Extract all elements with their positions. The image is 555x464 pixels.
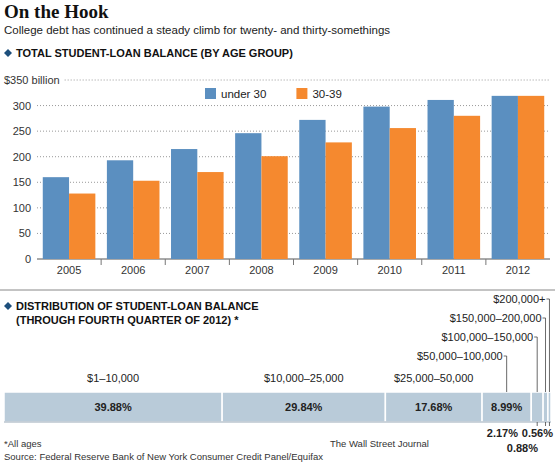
bar bbox=[326, 142, 352, 259]
category-label: 2006 bbox=[121, 264, 145, 276]
tick-label: 300 bbox=[13, 100, 31, 112]
segment bbox=[4, 392, 222, 422]
tick-label: 0 bbox=[25, 253, 31, 265]
page-subtitle: College debt has continued a steady clim… bbox=[4, 24, 390, 36]
bar bbox=[107, 160, 133, 259]
chart-root: On the Hook College debt has continued a … bbox=[0, 0, 555, 464]
title-bullet bbox=[4, 302, 12, 310]
segment-name: $100,000–150,000 bbox=[441, 331, 533, 343]
bar bbox=[171, 149, 197, 259]
bar bbox=[43, 177, 69, 259]
bar bbox=[454, 116, 480, 259]
bar bbox=[390, 128, 416, 259]
grid-line bbox=[37, 105, 550, 106]
leader-line bbox=[534, 337, 537, 392]
category-separator bbox=[165, 259, 166, 265]
bar bbox=[518, 96, 544, 259]
footnote: *All ages bbox=[4, 438, 42, 449]
source: Source: Federal Reserve Bank of New York… bbox=[4, 451, 323, 462]
category-label: 2011 bbox=[442, 264, 466, 276]
tick-label: $350 billion bbox=[4, 74, 60, 86]
leader-line bbox=[545, 422, 546, 426]
grid-line bbox=[65, 80, 550, 81]
axis-line bbox=[4, 422, 551, 423]
bar bbox=[261, 156, 287, 259]
category-separator bbox=[293, 259, 294, 265]
chart-subtitle: (THROUGH FOURTH QUARTER OF 2012) * bbox=[16, 314, 239, 326]
bars bbox=[43, 96, 544, 259]
tick-label: 150 bbox=[13, 176, 31, 188]
bar bbox=[69, 194, 95, 259]
category-separator bbox=[229, 259, 230, 265]
leader-line bbox=[537, 422, 538, 426]
leader-line bbox=[543, 318, 546, 392]
bar bbox=[363, 107, 389, 259]
category-separator bbox=[421, 259, 422, 265]
bar bbox=[492, 96, 518, 259]
bar bbox=[133, 181, 159, 259]
segments bbox=[4, 392, 551, 422]
segment-name: $1–10,000 bbox=[87, 372, 139, 384]
legend-swatch bbox=[296, 88, 307, 99]
category-separator bbox=[357, 259, 358, 265]
bar bbox=[235, 133, 261, 259]
chart-title: TOTAL STUDENT-LOAN BALANCE (BY AGE GROUP… bbox=[16, 47, 293, 59]
tick-label: 100 bbox=[13, 202, 31, 214]
segment bbox=[222, 392, 385, 422]
category-label: 2012 bbox=[506, 264, 530, 276]
category-separator bbox=[101, 259, 102, 265]
segment-name: $50,000–100,000 bbox=[417, 350, 503, 362]
bar bbox=[428, 100, 454, 259]
category-label: 2007 bbox=[185, 264, 209, 276]
segment bbox=[385, 392, 482, 422]
category-label: 2008 bbox=[249, 264, 273, 276]
title-bullet bbox=[4, 49, 12, 57]
data-label: 0.56% bbox=[522, 427, 553, 439]
data-label: 0.88% bbox=[507, 442, 538, 454]
category-label: 2005 bbox=[57, 264, 81, 276]
credit: The Wall Street Journal bbox=[330, 438, 429, 449]
tick-label: 250 bbox=[13, 125, 31, 137]
segment-name: $10,000–25,000 bbox=[264, 372, 344, 384]
leader-line bbox=[549, 422, 550, 426]
page-title: On the Hook bbox=[4, 1, 109, 22]
segment bbox=[482, 392, 531, 422]
leader-line bbox=[546, 299, 549, 392]
data-label: 2.17% bbox=[487, 427, 518, 439]
axis-group: 0 50 100 150 200 250 300 $350 billion bbox=[4, 74, 550, 265]
bar bbox=[299, 120, 325, 259]
segment bbox=[531, 392, 543, 422]
tick-label: 50 bbox=[19, 227, 31, 239]
data-label: 39.88% bbox=[94, 401, 132, 413]
segment-name: $25,000–50,000 bbox=[394, 372, 474, 384]
data-label: 8.99% bbox=[491, 401, 522, 413]
data-label: 29.84% bbox=[285, 401, 323, 413]
bar bbox=[197, 172, 223, 259]
legend-label: 30-39 bbox=[312, 88, 341, 100]
segment-name: $200,000+ bbox=[493, 293, 545, 305]
segment bbox=[548, 392, 551, 422]
data-label: 17.68% bbox=[415, 401, 453, 413]
tick-label: 200 bbox=[13, 151, 31, 163]
legend-label: under 30 bbox=[221, 88, 266, 100]
category-separator bbox=[485, 259, 486, 265]
leader-line bbox=[504, 356, 507, 392]
category-label: 2009 bbox=[313, 264, 337, 276]
category-label: 2010 bbox=[377, 264, 401, 276]
chart-title: DISTRIBUTION OF STUDENT-LOAN BALANCE bbox=[16, 300, 259, 312]
legend-swatch bbox=[205, 88, 216, 99]
divider bbox=[0, 290, 555, 291]
segment-name: $150,000–200,000 bbox=[450, 312, 542, 324]
